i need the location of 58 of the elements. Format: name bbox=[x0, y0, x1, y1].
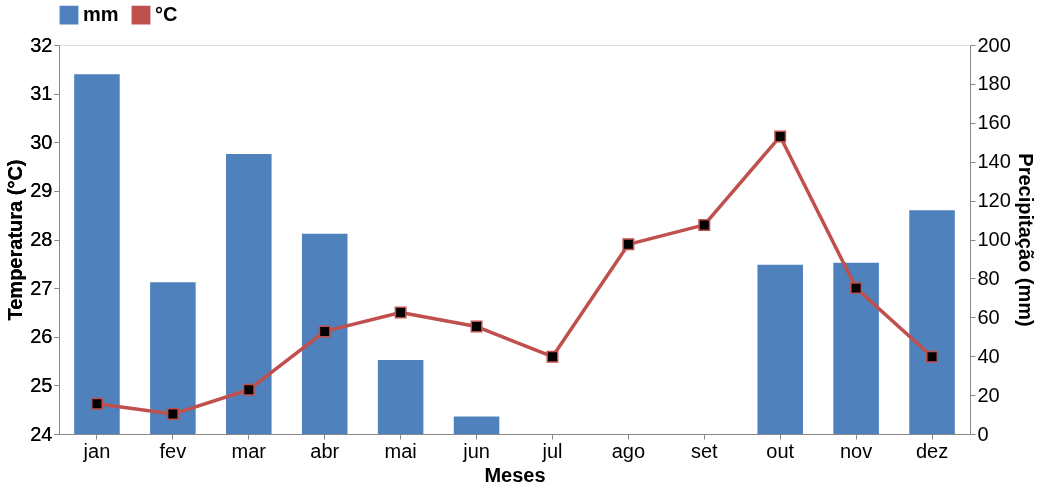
y2-tick-label: 100 bbox=[977, 228, 1011, 250]
x-tick-label: jun bbox=[462, 439, 490, 462]
point bbox=[546, 350, 559, 363]
y2-tick-label: 160 bbox=[977, 111, 1011, 134]
point bbox=[698, 218, 711, 231]
point bbox=[774, 130, 787, 143]
point bbox=[318, 325, 331, 338]
y2-tick-label: 0 bbox=[977, 422, 989, 445]
y-tick-label: 28 bbox=[30, 228, 53, 250]
point bbox=[166, 408, 179, 421]
y-tick-label: 30 bbox=[30, 130, 53, 153]
x-tick-label: mai bbox=[384, 439, 417, 462]
y-tick-label: 25 bbox=[30, 373, 53, 396]
x-tick-label: abr bbox=[310, 439, 340, 462]
point bbox=[394, 306, 407, 319]
legend-label: mm bbox=[83, 3, 119, 26]
y2-tick-label: 40 bbox=[977, 344, 1000, 367]
x-tick-label: ago bbox=[611, 439, 646, 462]
bar bbox=[150, 282, 196, 434]
y-tick-label: 24 bbox=[30, 422, 53, 445]
x-axis-title: Meses bbox=[484, 463, 546, 486]
point bbox=[622, 238, 635, 251]
x-tick-label: set bbox=[690, 439, 719, 462]
y2-tick-label: 180 bbox=[977, 72, 1011, 95]
bar bbox=[757, 264, 803, 434]
y-axis-title: Temperatura (°C) bbox=[4, 159, 27, 321]
point bbox=[850, 282, 863, 295]
y-tick-label: 29 bbox=[30, 179, 53, 202]
y-tick-label: 32 bbox=[30, 33, 53, 56]
bar bbox=[909, 210, 955, 434]
y2-tick-label: 200 bbox=[977, 33, 1011, 56]
y2-tick-label: 140 bbox=[977, 150, 1011, 173]
y2-tick-label: 60 bbox=[977, 305, 1000, 328]
x-tick-label: jan bbox=[82, 439, 111, 462]
y-tick-label: 31 bbox=[30, 82, 53, 105]
y2-tick-label: 120 bbox=[977, 189, 1011, 212]
point bbox=[926, 350, 939, 363]
y-tick-label: 27 bbox=[30, 276, 53, 299]
bar bbox=[833, 262, 879, 434]
y2-tick-label: 20 bbox=[977, 383, 1000, 406]
y-tick-label: 26 bbox=[30, 325, 53, 348]
legend-label: °C bbox=[155, 3, 178, 26]
x-tick-label: dez bbox=[915, 439, 949, 462]
bar bbox=[377, 360, 424, 434]
bar bbox=[74, 74, 120, 434]
point bbox=[470, 320, 483, 333]
bar bbox=[301, 233, 348, 434]
bar bbox=[453, 416, 500, 434]
y2-tick-label: 80 bbox=[977, 266, 1000, 289]
x-tick-label: jul bbox=[541, 439, 563, 462]
y2-axis-title: Precipitação (mm) bbox=[1014, 153, 1037, 327]
x-tick-label: mar bbox=[231, 439, 267, 462]
x-tick-label: fev bbox=[159, 439, 187, 462]
x-tick-label: nov bbox=[840, 439, 873, 462]
bar bbox=[226, 153, 272, 434]
x-tick-label: out bbox=[766, 439, 795, 462]
point bbox=[242, 383, 255, 396]
point bbox=[90, 397, 103, 410]
